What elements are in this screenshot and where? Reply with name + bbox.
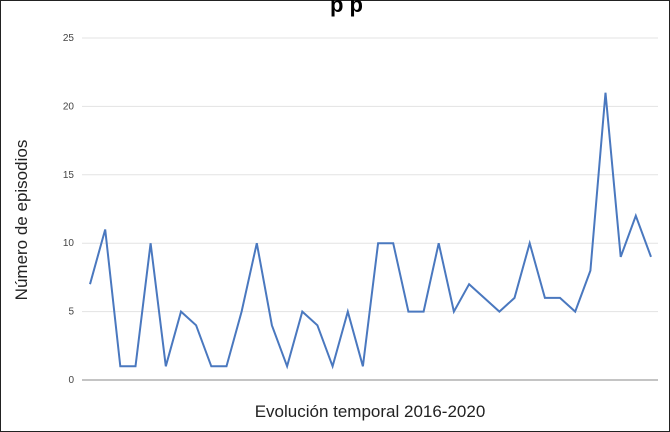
y-tick-label: 15 (63, 170, 75, 181)
y-tick-label: 25 (63, 33, 75, 44)
chart-title-fragment: p p (330, 0, 363, 17)
gridlines (82, 37, 658, 381)
series-lines (89, 92, 652, 370)
y-tick-label: 5 (68, 307, 74, 318)
y-tick-label: 20 (63, 101, 75, 112)
y-axis-label: Número de episodios (12, 139, 31, 301)
series-line-0 (89, 92, 652, 370)
y-tick-label: 0 (68, 375, 74, 386)
y-tick-label: 10 (63, 238, 75, 249)
x-axis-label: Evolución temporal 2016-2020 (254, 402, 486, 421)
y-tick-labels: 0 5 10 15 20 25 (63, 33, 75, 386)
